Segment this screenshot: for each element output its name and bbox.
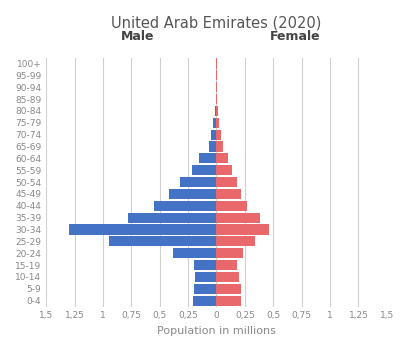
Bar <box>128 213 216 223</box>
Bar <box>209 141 216 152</box>
X-axis label: Population in millions: Population in millions <box>157 326 276 336</box>
Bar <box>216 201 247 211</box>
Bar <box>169 189 216 199</box>
Bar <box>108 236 216 246</box>
Bar <box>216 118 219 128</box>
Bar <box>211 130 216 140</box>
Bar <box>194 284 216 294</box>
Bar <box>216 236 255 246</box>
Bar <box>216 153 228 164</box>
Bar <box>193 296 216 306</box>
Bar <box>216 248 243 258</box>
Bar <box>191 165 216 175</box>
Bar <box>213 118 216 128</box>
Bar <box>216 296 241 306</box>
Bar <box>216 94 217 104</box>
Bar <box>216 106 218 116</box>
Bar <box>216 141 223 152</box>
Bar <box>180 177 216 187</box>
Text: Male: Male <box>121 29 155 42</box>
Bar <box>216 130 221 140</box>
Bar <box>195 272 216 282</box>
Bar <box>216 189 241 199</box>
Bar <box>154 201 216 211</box>
Bar <box>216 165 232 175</box>
Title: United Arab Emirates (2020): United Arab Emirates (2020) <box>111 15 322 30</box>
Bar <box>216 213 260 223</box>
Text: Female: Female <box>270 29 320 42</box>
Bar <box>215 106 216 116</box>
Bar <box>69 224 216 234</box>
Bar <box>200 153 216 164</box>
Bar <box>173 248 216 258</box>
Bar <box>216 284 241 294</box>
Bar <box>216 177 237 187</box>
Bar <box>194 260 216 270</box>
Bar <box>216 260 237 270</box>
Bar <box>216 272 239 282</box>
Bar <box>216 224 269 234</box>
